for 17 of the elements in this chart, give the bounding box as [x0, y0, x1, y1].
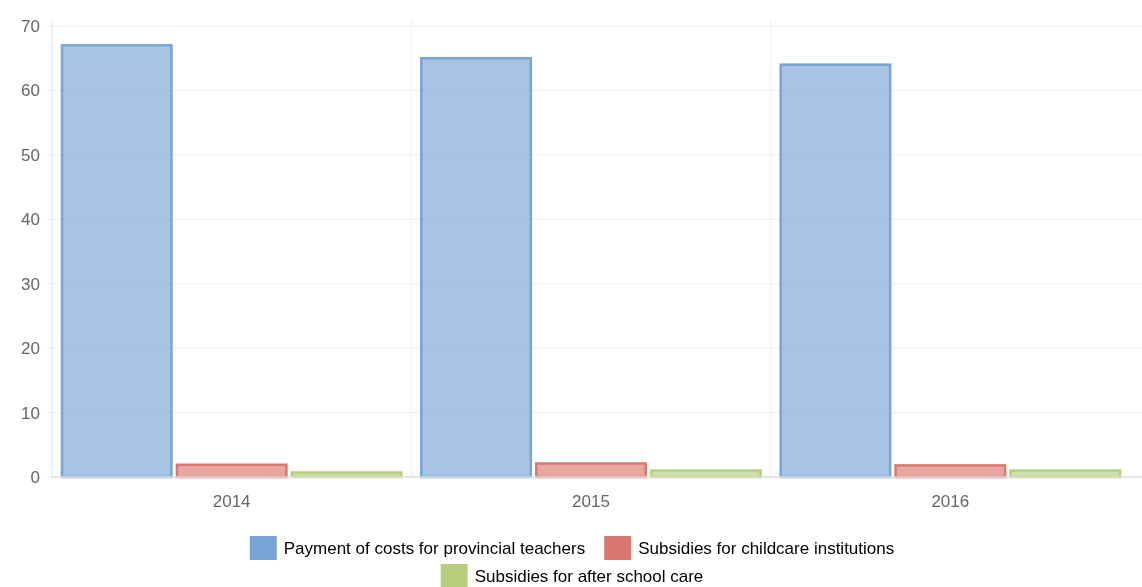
y-tick-label: 70 — [21, 16, 40, 36]
bar — [60, 44, 173, 479]
x-tick-label: 2016 — [931, 491, 970, 511]
y-tick-label: 50 — [21, 145, 40, 165]
y-tick-label: 30 — [21, 274, 40, 294]
x-tick-label: 2014 — [212, 491, 251, 511]
y-tick-label: 10 — [21, 403, 40, 423]
y-tick-label: 40 — [21, 210, 40, 230]
y-tick-label: 60 — [21, 81, 40, 101]
x-tick-label: 2015 — [572, 491, 610, 511]
y-tick-label: 20 — [21, 339, 40, 359]
bar — [779, 63, 892, 479]
y-tick-label: 0 — [30, 467, 40, 487]
legend-label: Subsidies for after school care — [474, 566, 704, 586]
legend-label: Subsidies for childcare institutions — [638, 538, 895, 558]
bar — [420, 56, 533, 479]
legend-label: Payment of costs for provincial teachers — [283, 538, 586, 558]
